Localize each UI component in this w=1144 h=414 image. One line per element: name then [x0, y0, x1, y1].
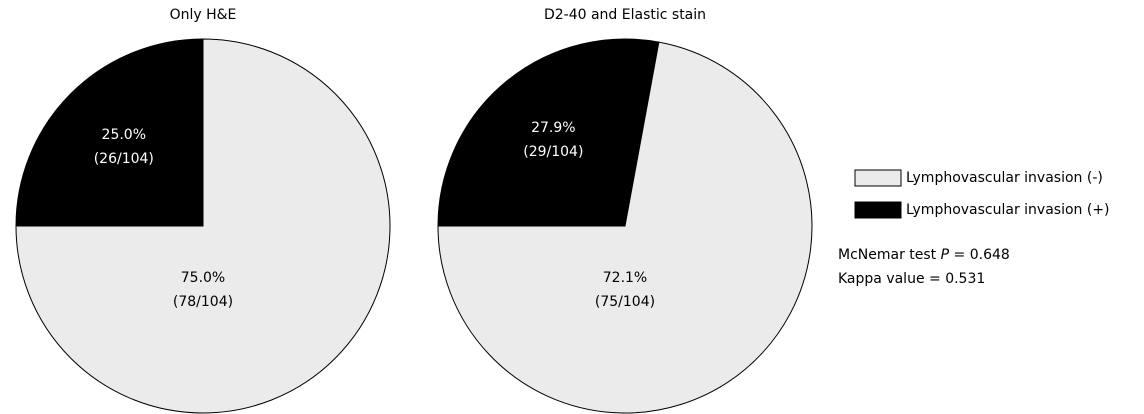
value-label: 25.0% — [102, 127, 146, 143]
annotation-text: = 0.648 — [949, 247, 1010, 263]
legend-label: Lymphovascular invasion (+) — [906, 202, 1110, 218]
legend-swatch — [854, 201, 902, 219]
chart-title: D2-40 and Elastic stain — [544, 7, 706, 23]
count-label: (75/104) — [595, 294, 655, 310]
count-label: (29/104) — [523, 144, 583, 160]
count-label: (26/104) — [94, 151, 154, 167]
annotation-symbol: P — [941, 247, 950, 263]
annotation-text: McNemar test — [838, 247, 941, 263]
chart-title: Only H&E — [170, 7, 237, 23]
annotation: Kappa value = 0.531 — [838, 271, 985, 287]
pie-slice — [15, 38, 391, 414]
count-label: (78/104) — [173, 294, 233, 310]
pie-slice — [437, 41, 813, 414]
annotation: McNemar test P = 0.648 — [838, 247, 1010, 263]
value-label: 75.0% — [181, 270, 225, 286]
pie-slice — [15, 38, 204, 227]
legend-label: Lymphovascular invasion (-) — [906, 170, 1103, 186]
value-label: 72.1% — [603, 270, 647, 286]
value-label: 27.9% — [531, 120, 575, 136]
pie-slice — [437, 38, 660, 227]
legend-swatch — [854, 169, 902, 187]
